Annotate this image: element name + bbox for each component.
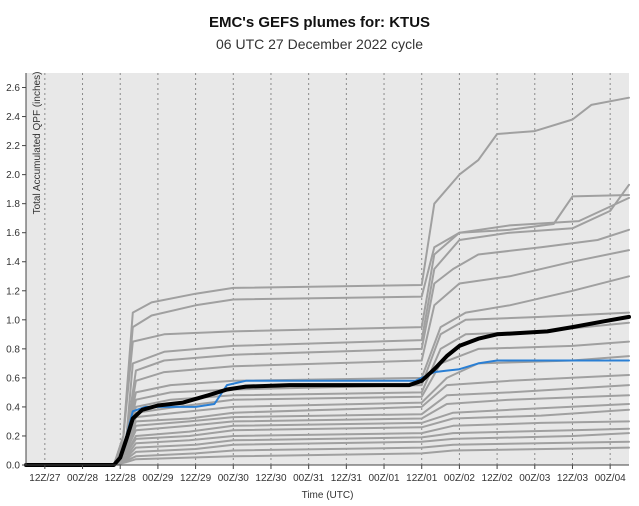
x-tick-label: 12Z/29 xyxy=(180,473,212,484)
y-tick-label: 0.6 xyxy=(6,373,20,384)
y-tick-label: 0.0 xyxy=(6,461,20,472)
x-tick-label: 12Z/31 xyxy=(331,473,363,484)
chart-title: EMC's GEFS plumes for: KTUS xyxy=(208,14,431,31)
x-tick-label: 12Z/01 xyxy=(406,473,438,484)
chart-subtitle: 06 UTC 27 December 2022 cycle xyxy=(216,36,423,52)
x-axis-title: Time (UTC) xyxy=(302,490,354,501)
x-tick-label: 12Z/27 xyxy=(29,473,61,484)
x-tick-label: 00Z/01 xyxy=(368,473,400,484)
y-tick-label: 0.2 xyxy=(6,431,20,442)
y-axis-title: Total Accumulated QPF (inches) xyxy=(32,72,43,215)
y-tick-label: 0.8 xyxy=(6,344,20,355)
y-tick-label: 2.0 xyxy=(6,170,20,181)
x-tick-label: 00Z/04 xyxy=(595,473,627,484)
y-tick-label: 1.6 xyxy=(6,228,20,239)
y-tick-label: 1.0 xyxy=(6,315,20,326)
x-tick-label: 00Z/02 xyxy=(444,473,476,484)
x-tick-label: 12Z/28 xyxy=(105,473,137,484)
x-tick-label: 00Z/29 xyxy=(142,473,174,484)
x-tick-label: 00Z/31 xyxy=(293,473,325,484)
ensemble-mean-line xyxy=(24,314,631,467)
x-tick-label: 12Z/30 xyxy=(255,473,287,484)
y-tick-label: 2.4 xyxy=(6,112,20,123)
x-axis: 12Z/27 00Z/28 12Z/28 00Z/29 12Z/29 00Z/30 12Z/… xyxy=(26,464,629,484)
series-layer xyxy=(24,96,631,467)
x-tick-label: 00Z/03 xyxy=(519,473,551,484)
y-tick-label: 1.4 xyxy=(6,257,20,268)
y-axis: 0.0 0.2 0.4 0.6 0.8 1.0 1.2 1.4 1.6 1.8 2.0 2.2 2.4 2… xyxy=(6,73,27,472)
x-tick-label: 12Z/02 xyxy=(482,473,514,484)
y-tick-label: 1.8 xyxy=(6,199,20,210)
x-tick-label: 12Z/03 xyxy=(557,473,589,484)
member-line xyxy=(25,196,630,466)
y-tick-label: 0.4 xyxy=(6,402,20,413)
x-tick-label: 00Z/28 xyxy=(67,473,99,484)
y-tick-label: 2.6 xyxy=(6,83,20,94)
y-tick-label: 2.2 xyxy=(6,141,20,152)
y-tick-label: 1.2 xyxy=(6,286,20,297)
x-tick-label: 00Z/30 xyxy=(218,473,250,484)
